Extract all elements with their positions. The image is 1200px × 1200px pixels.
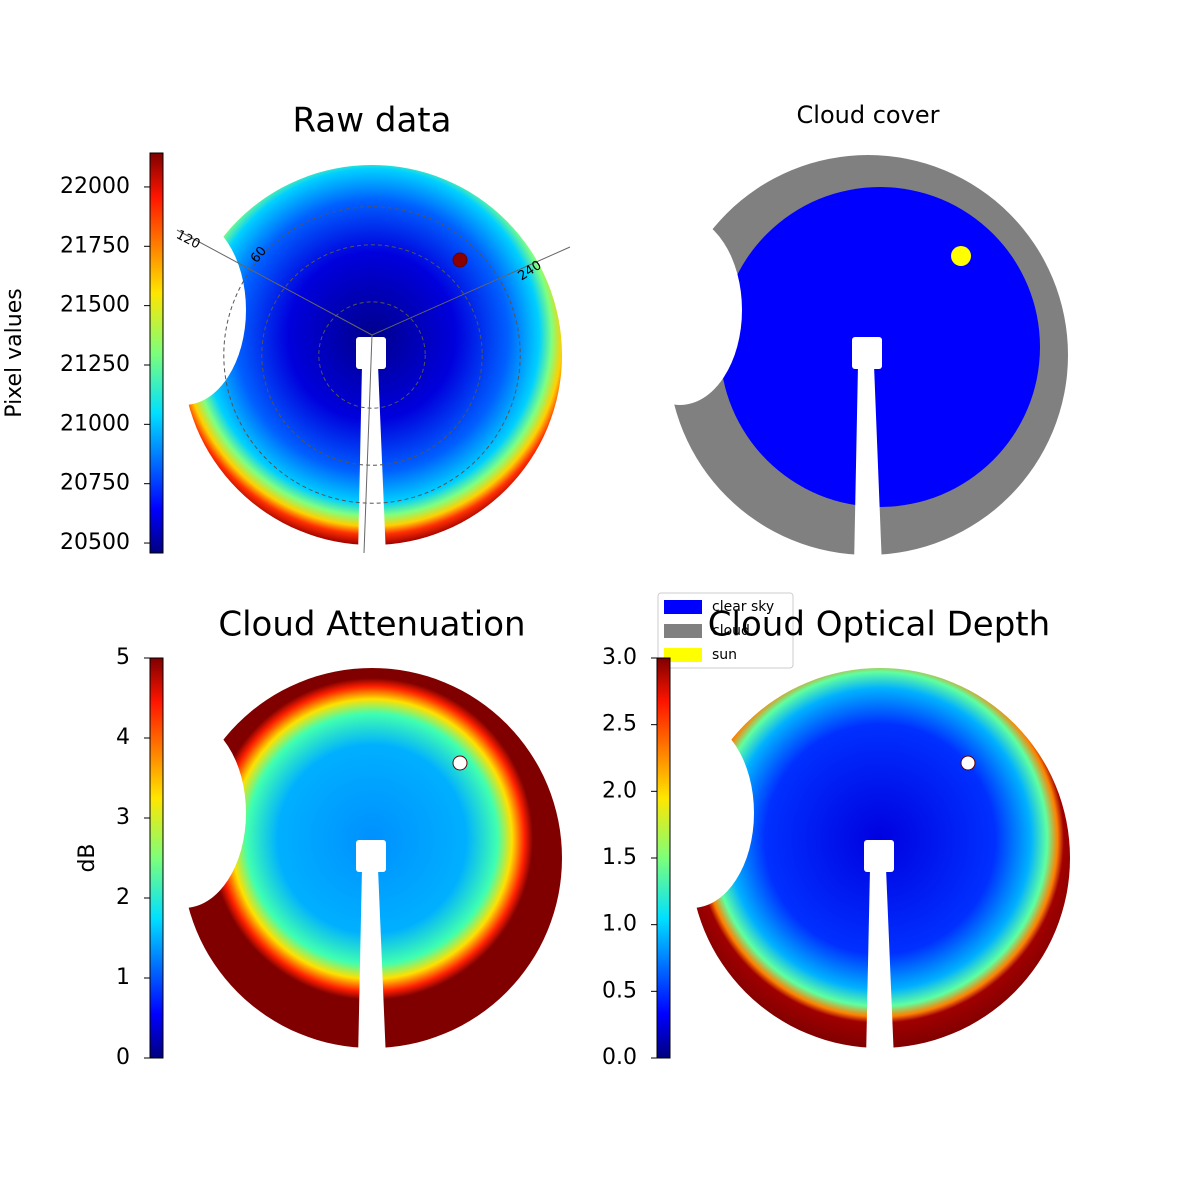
colorbar-tick-label: 21750: [60, 233, 130, 258]
legend-swatch: [664, 600, 702, 614]
horizon-mask: [122, 718, 246, 908]
polar-ring: [261, 244, 483, 466]
mast-head: [864, 840, 894, 872]
mast-mask: [854, 365, 882, 567]
colorbar-tick-label: 4: [116, 725, 130, 750]
sky-image: [618, 155, 1068, 567]
colorbar-tick-label: 0.0: [602, 1045, 637, 1070]
polar-spoke: [363, 334, 373, 554]
colorbar-tick-label: 3: [116, 805, 130, 830]
sun-region: [951, 246, 971, 266]
colorbar: [656, 657, 671, 1059]
legend-swatch: [664, 648, 702, 662]
colorbar: [149, 657, 164, 1059]
colorbar-tick-label: 0: [116, 1045, 130, 1070]
colorbar-tick-label: 5: [116, 645, 130, 670]
colorbar-tick-label: 21000: [60, 411, 130, 436]
panel-title: Cloud cover: [797, 101, 940, 129]
colorbar-tick-label: 2.0: [602, 778, 637, 803]
colorbar: [149, 152, 164, 554]
colorbar-label: dB: [75, 843, 100, 872]
sky-image: [122, 165, 562, 557]
sky-image: [630, 668, 1070, 1060]
sun-spot: [452, 252, 468, 268]
polar-ring: [223, 206, 521, 504]
sun-spot: [960, 755, 976, 771]
sun-spot: [452, 755, 468, 771]
legend-label: sun: [712, 647, 737, 663]
colorbar-tick-label: 21500: [60, 293, 130, 318]
mast-mask: [866, 868, 894, 1060]
colorbar-tick-label: 2: [116, 885, 130, 910]
legend-label: cloud: [712, 623, 750, 639]
colorbar-tick-label: 3.0: [602, 645, 637, 670]
colorbar-tick-label: 2.5: [602, 712, 637, 737]
colorbar-tick-label: 1.0: [602, 912, 637, 937]
legend-label: clear sky: [712, 599, 774, 615]
polar-spoke: [176, 229, 373, 336]
mast-mask: [358, 365, 386, 557]
colorbar-tick-label: 0.5: [602, 978, 637, 1003]
mast-mask: [358, 868, 386, 1060]
panel-title: Raw data: [293, 101, 452, 141]
legend-swatch: [664, 624, 702, 638]
colorbar-tick-label: 1.5: [602, 845, 637, 870]
sky-image: [122, 668, 562, 1060]
panel-title: Cloud Attenuation: [218, 605, 525, 645]
horizon-mask: [618, 215, 742, 405]
horizon-mask: [630, 718, 754, 908]
polar-ring: [318, 301, 426, 409]
colorbar-tick-label: 20750: [60, 471, 130, 496]
polar-spoke: [371, 246, 571, 336]
panel-title: Cloud Optical Depth: [708, 605, 1050, 645]
colorbar-tick-label: 22000: [60, 174, 130, 199]
colorbar-tick-label: 1: [116, 965, 130, 990]
colorbar-tick-label: 21250: [60, 352, 130, 377]
colorbar-tick-label: 20500: [60, 530, 130, 555]
mast-head: [852, 337, 882, 369]
colorbar-label: Pixel values: [2, 288, 27, 417]
mast-head: [356, 840, 386, 872]
